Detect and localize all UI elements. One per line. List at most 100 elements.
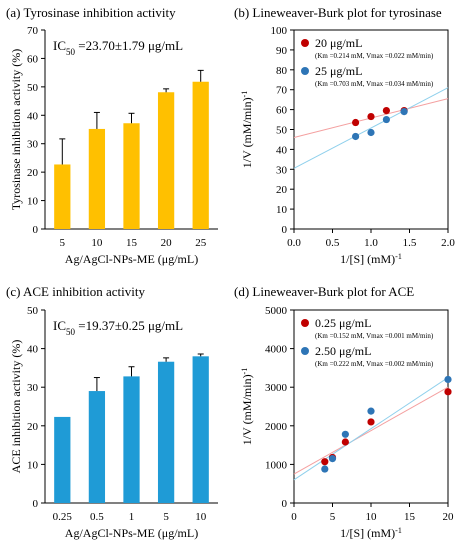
panel-a-tyrosinase-bar-chart: (a) Tyrosinase inhibition activity 0 10 20 3… [6,5,218,266]
data-point [352,118,360,127]
y-tick-label: 4000 [265,344,288,356]
bar [54,416,71,503]
y-tick-label: 20 [276,184,288,196]
y-tick-label: 40 [276,144,288,156]
legend-marker [301,39,309,47]
y-tick-label: 3000 [265,382,288,394]
y-tick-label: 0 [33,224,39,236]
y-tick-label: 10 [27,459,39,471]
y-tick-label: 30 [276,164,288,176]
data-point [321,458,329,466]
legend-detail: (Km =0.152 mM, Vmax =0.001 mM/min) [315,332,434,340]
data-point [367,418,375,426]
chart-title: (d) Lineweaver-Burk plot for ACE [234,284,414,299]
x-tick-label: 5 [163,511,169,523]
panel-d-ace-lineweaver-burk: (d) Lineweaver-Burk plot for ACE01000200… [234,284,454,540]
legend-detail: (Km =0.703 mM, Vmax =0.034 mM/min) [315,80,434,88]
x-axis-label: 1/[S] (mM)-1 [340,526,402,541]
bar [88,128,106,229]
y-tick-label: 80 [276,65,288,77]
legend-marker [301,319,309,327]
y-tick-label: 20 [27,167,39,179]
y-tick-label: 50 [27,82,39,94]
data-point [367,407,375,415]
y-axis-label: 1/V (mM/min)-1 [240,91,255,168]
y-tick-label: 60 [276,105,288,117]
y-tick-label: 0 [282,224,288,236]
panel-c-ace-bar-chart: (c) ACE inhibition activity 0 10 20 30 40 50 0.… [6,284,218,540]
bar [157,92,175,229]
bar [157,361,175,503]
x-tick-label: 10 [366,511,378,523]
data-point [382,115,390,124]
y-tick-label: 50 [27,305,39,317]
y-tick-label: 30 [27,382,39,394]
y-tick-label: 90 [276,45,288,57]
x-tick-label: 15 [126,237,138,249]
legend-label: 2.50 μg/mL [315,344,371,358]
y-tick-label: 2000 [265,421,288,433]
x-tick-label: 2.0 [441,237,455,249]
x-tick-label: 0.0 [287,237,301,249]
x-tick-label: 5 [330,511,336,523]
x-tick-label: 1 [129,511,135,523]
legend-label: 25 μg/mL [315,64,362,78]
bar [88,391,106,503]
x-tick-label: 20 [161,237,173,249]
y-tick-label: 70 [27,25,39,37]
trend-line [293,386,449,475]
trend-line [293,377,449,481]
data-point [321,465,329,473]
x-axis-label: Ag/AgCl-NPs-ME (μg/mL) [65,526,198,540]
bar [54,164,71,229]
bar [123,376,140,503]
y-axis-label: 1/V (mM/min)-1 [240,368,255,445]
x-tick-label: 5 [60,237,66,249]
y-tick-label: 30 [27,139,39,151]
legend-label: 20 μg/mL [315,36,362,50]
x-tick-label: 1.5 [403,237,417,249]
data-point [382,106,390,115]
y-tick-label: 40 [27,110,39,122]
x-tick-label: 10 [91,237,103,249]
x-tick-label: 0.5 [326,237,340,249]
panel-b-tyrosinase-lineweaver-burk: (b) Lineweaver-Burk plot for tyrosinase 0… [234,5,455,266]
y-tick-label: 10 [27,196,39,208]
trend-line [293,87,449,169]
x-tick-label: 20 [443,511,455,523]
y-tick-label: 60 [27,53,39,65]
x-axis-label: 1/[S] (mM)-1 [340,252,402,267]
y-tick-label: 0 [282,498,288,510]
x-tick-label: 10 [195,511,207,523]
y-tick-label: 20 [27,421,39,433]
ic50-annotation: IC50 =19.37±0.25 μg/mL [53,318,183,337]
y-tick-label: 10 [276,204,288,216]
chart-title: (c) ACE inhibition activity [6,284,146,299]
chart-title: (b) Lineweaver-Burk plot for tyrosinase [234,5,442,20]
y-tick-label: 1000 [265,459,288,471]
x-tick-label: 0.5 [90,511,104,523]
data-point [444,388,452,396]
x-tick-label: 0.25 [53,511,73,523]
bar [192,81,209,230]
legend-marker [301,347,309,355]
data-point [444,375,452,384]
x-axis-label: Ag/AgCl-NPs-ME (μg/mL) [65,252,198,266]
bar [192,356,209,503]
data-point [367,128,375,137]
data-point [328,455,337,463]
ic50-annotation: IC50 =23.70±1.79 μg/mL [53,38,183,57]
y-tick-label: 40 [27,344,39,356]
y-tick-label: 0 [33,498,39,510]
bar [123,123,140,229]
y-tick-label: 5000 [265,305,288,317]
x-tick-label: 15 [404,511,416,523]
chart-title: (a) Tyrosinase inhibition activity [6,5,176,20]
data-point [367,112,375,121]
legend-label: 0.25 μg/mL [315,316,371,330]
x-tick-label: 1.0 [364,237,378,249]
legend-detail: (Km =0.214 mM, Vmax =0.022 mM/min) [315,52,434,60]
data-point [341,438,349,446]
x-tick-label: 0 [291,511,297,523]
